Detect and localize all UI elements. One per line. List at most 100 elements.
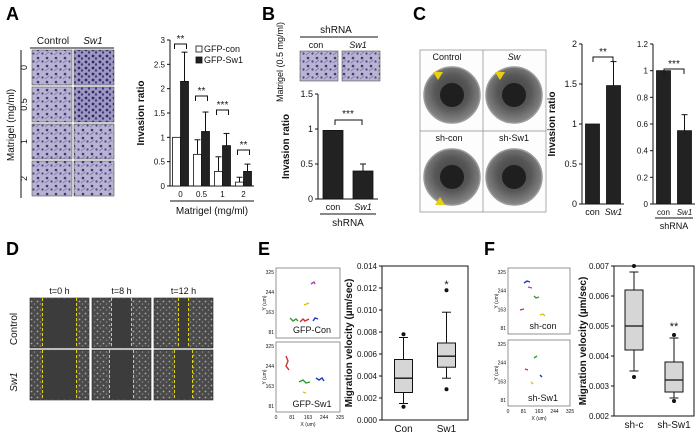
x-tick-label: sh-c: [625, 420, 644, 431]
x-tick-label: sh-Sw1: [657, 420, 691, 431]
y-tick-label: 2.5: [154, 60, 166, 69]
panel-label-f: F: [484, 239, 495, 259]
track-label: sh-Sw1: [528, 393, 558, 403]
y-tick-label: 3: [161, 36, 166, 45]
y-tick-label: 0: [572, 199, 577, 209]
y-tick-label: 0.014: [357, 262, 378, 271]
y-tick-label: 0.010: [357, 306, 378, 315]
x-tick-label: 1: [220, 190, 225, 199]
box-sh-Sw1: [664, 361, 684, 393]
significance-bracket: [174, 43, 187, 49]
panel-e-tracks: 325 244 163 81 Y (um) GFP-Con 325 244 163 81 Y (um…: [262, 267, 345, 428]
track-axis-y: Y (um): [494, 365, 500, 380]
bar-v: [352, 170, 374, 200]
y-axis-label: Migration velocity (µm/sec): [578, 277, 589, 406]
box-Sw1: [437, 342, 456, 368]
panel-a-tile-control: [31, 160, 73, 197]
significance-mark: **: [177, 34, 185, 45]
track-tick-x: 0: [507, 409, 510, 415]
panel-b-micrographs: shRNA con Sw1 Matrigel (0.5 mg/ml): [275, 22, 381, 102]
y-tick-label: 1.2: [637, 40, 649, 49]
panel-c-label-control: Control: [432, 52, 461, 62]
legend-label-gfp-con: GFP-con: [204, 44, 240, 54]
panel-c-label-sh-con: sh-con: [435, 133, 462, 143]
panel-a-side-label: Matrigel (mg/ml): [6, 89, 17, 161]
panel-d-row-control: Control: [9, 313, 20, 345]
cell-track: [523, 280, 531, 284]
significance-mark: **: [240, 140, 248, 151]
legend-swatch-gfp-sw1: [195, 56, 203, 64]
panel-b-side-label: Matrigel (0.5 mg/ml): [275, 22, 285, 102]
dish-center: [502, 83, 526, 107]
x-tick-label: con: [585, 207, 600, 217]
y-tick-label: 2: [572, 39, 577, 49]
x-tick-label: 2: [241, 190, 246, 199]
y-tick-label: 0: [644, 200, 649, 209]
track-tick-y: 325: [498, 270, 507, 276]
y-tick-label: 1: [644, 67, 649, 76]
y-tick-label: 0.002: [357, 394, 378, 403]
panel-d-scratch-gap: [174, 351, 193, 399]
y-tick-label: 0: [161, 182, 166, 191]
y-axis-label: Invasion ratio: [281, 114, 292, 179]
x-axis-label: shRNA: [660, 221, 689, 231]
bar-GFP-Sw1: [222, 145, 231, 187]
panel-c-label-sw: Sw: [508, 52, 521, 62]
outlier-point: [401, 332, 406, 337]
x-axis-label: Matrigel (mg/ml): [176, 206, 248, 217]
cell-track: [527, 286, 533, 289]
cell-track: [539, 374, 543, 378]
bar-GFP-Sw1: [201, 131, 210, 187]
significance-bracket: [216, 109, 229, 115]
y-tick-label: 0.007: [589, 262, 610, 271]
y-tick-label: 0.2: [637, 173, 649, 182]
cell-track: [315, 377, 325, 382]
significance-mark: **: [198, 86, 206, 97]
y-axis-label: Invasion ratio: [547, 91, 558, 156]
panel-label-a: A: [6, 4, 19, 24]
y-tick-label: 1: [161, 133, 166, 142]
track-tick-x: 0: [275, 415, 278, 421]
significance-mark: **: [599, 47, 607, 58]
x-tick-label: Sw1: [354, 202, 372, 212]
track-tick-x: 325: [566, 409, 575, 415]
track-tick-x: 163: [304, 415, 313, 421]
panel-label-c: C: [413, 4, 426, 24]
outlier-point: [632, 264, 636, 268]
chart-f: 0.002 0.003 0.004 0.005 0.006 0.007Migration …: [578, 262, 695, 431]
panel-d-scratch-gap: [109, 351, 134, 399]
x-tick-label: 0: [178, 190, 183, 199]
track-tick-y: 81: [268, 330, 274, 336]
track-tick-y: 244: [498, 289, 507, 295]
panel-b-group-header: shRNA: [320, 25, 352, 36]
legend-label-gfp-sw1: GFP-Sw1: [204, 55, 243, 65]
y-tick-label: 0.008: [357, 328, 378, 337]
bar-GFP-con: [172, 136, 181, 187]
panel-a-tile-control: [31, 123, 73, 160]
panel-f-tracks: 325 244 163 81 Y (um) sh-con 325 244 163 81 Y (um)…: [494, 267, 575, 422]
bar-GFP-con: [235, 181, 244, 187]
track-frame: [507, 267, 571, 335]
x-tick-label: Sw1: [605, 207, 623, 217]
track-axis-x: X (um): [532, 416, 547, 422]
y-tick-label: 0.4: [637, 147, 649, 156]
outlier-point: [672, 333, 676, 337]
bar-GFP-Sw1: [180, 80, 189, 187]
track-label: sh-con: [529, 321, 556, 331]
y-tick-label: 0.004: [357, 372, 378, 381]
bar-v: [606, 85, 621, 205]
significance-mark: **: [670, 321, 679, 333]
track-tick-y: 325: [498, 342, 507, 348]
track-tick-x: 325: [336, 415, 345, 421]
track-frame: [507, 339, 571, 407]
track-label: GFP-Con: [293, 325, 331, 335]
box-sh-c: [624, 289, 644, 351]
cell-track: [519, 308, 525, 311]
chart-b: 0 0.5 1 1.5 Invasion ratio con Sw1 *** shRNA: [281, 89, 378, 229]
legend-swatch-gfp-con: [195, 45, 203, 53]
panel-b-col-con: con: [309, 40, 324, 50]
panel-d-scratch-gap: [42, 351, 77, 399]
cell-track: [303, 302, 310, 306]
cell-track: [539, 313, 546, 317]
bar-GFP-con: [214, 170, 223, 187]
